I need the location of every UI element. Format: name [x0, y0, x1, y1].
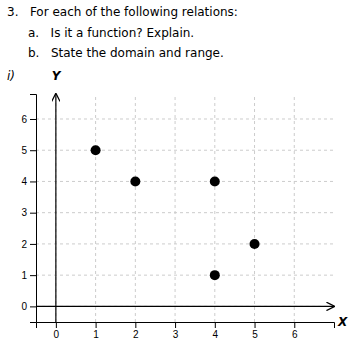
y-axis-title: Y — [52, 69, 62, 83]
grid-line-y — [36, 150, 334, 151]
tick-mark — [56, 322, 57, 328]
tick-label: 3 — [173, 329, 179, 340]
tick: 6 — [292, 322, 298, 340]
zero-axes — [36, 94, 334, 322]
grid-line-y — [36, 275, 334, 276]
grid-line-y — [36, 243, 334, 244]
tick-label: 5 — [252, 329, 258, 340]
tick: 1 — [21, 270, 36, 281]
axis-line — [37, 323, 335, 329]
grid-line-y — [36, 212, 334, 213]
point — [210, 270, 220, 280]
grid-line-x — [55, 94, 56, 322]
axis-line — [30, 95, 37, 323]
tick: 6 — [21, 114, 36, 125]
tick-mark — [135, 322, 136, 328]
tick: 2 — [21, 239, 36, 250]
tick: 3 — [173, 322, 179, 340]
annotation: a. Is it a function? Explain. — [28, 26, 194, 40]
tick: 5 — [21, 145, 36, 156]
tick-label: 3 — [21, 207, 27, 218]
tick: 1 — [93, 322, 99, 340]
tick: 0 — [21, 301, 36, 312]
zero-line-x — [36, 306, 334, 307]
tick-mark — [255, 322, 256, 328]
x-axis: 0 1 2 3 4 5 6 — [37, 322, 335, 340]
grid-line-x — [254, 94, 255, 322]
tick-mark — [30, 150, 36, 151]
annotation: b. State the domain and range. — [28, 46, 224, 60]
grid-line-y — [36, 118, 334, 119]
tick-mark — [30, 119, 36, 120]
tick: 5 — [252, 322, 258, 340]
tick: 0 — [54, 322, 60, 340]
point — [130, 176, 140, 186]
grid-line-x — [294, 94, 295, 322]
tick-label: 0 — [21, 301, 27, 312]
tick-label: 6 — [292, 329, 298, 340]
tick: 2 — [133, 322, 139, 340]
points — [91, 145, 260, 280]
tick: 4 — [21, 176, 36, 187]
tick-label: 2 — [133, 329, 139, 340]
tick: 4 — [213, 322, 219, 340]
tick-label: 1 — [21, 270, 27, 281]
tick-mark — [30, 213, 36, 214]
grid-line-y — [36, 181, 334, 182]
header-texts: 3. For each of the following relations: a… — [7, 5, 238, 83]
tick-mark — [96, 322, 97, 328]
point — [91, 145, 101, 155]
point — [210, 176, 220, 186]
annotation: i) — [7, 69, 15, 83]
tick-mark — [30, 181, 36, 182]
tick-mark — [30, 275, 36, 276]
chart: 3. For each of the following relations: a… — [0, 0, 354, 348]
tick-label: 2 — [21, 239, 27, 250]
grid — [36, 94, 334, 322]
tick-mark — [215, 322, 216, 328]
tick-label: 4 — [213, 329, 219, 340]
zero-line-y — [55, 94, 56, 322]
y-axis: 0 1 2 3 4 5 6 — [21, 95, 36, 323]
grid-line-x — [214, 94, 215, 322]
tick-label: 0 — [54, 329, 60, 340]
grid-line-y — [36, 306, 334, 307]
x-axis-title: X — [337, 315, 348, 329]
tick: 3 — [21, 207, 36, 218]
tick-mark — [30, 306, 36, 307]
title: 3. For each of the following relations: — [7, 5, 238, 19]
grid-line-x — [135, 94, 136, 322]
tick-mark — [30, 244, 36, 245]
grid-line-x — [95, 94, 96, 322]
tick-label: 4 — [21, 176, 27, 187]
tick-mark — [175, 322, 176, 328]
grid-line-x — [175, 94, 176, 322]
tick-label: 5 — [21, 145, 27, 156]
tick-label: 1 — [93, 329, 99, 340]
tick-label: 6 — [21, 114, 27, 125]
point — [250, 239, 260, 249]
tick-mark — [294, 322, 295, 328]
